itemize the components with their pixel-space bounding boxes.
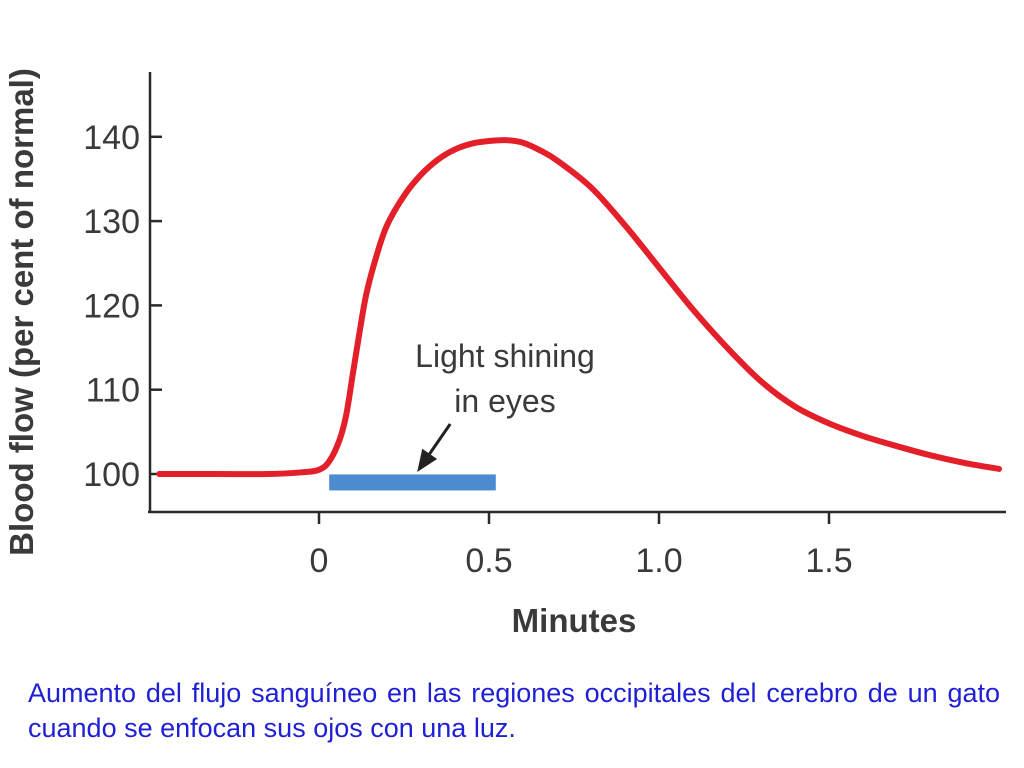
x-tick-label: 0: [310, 542, 329, 580]
y-tick-label: 130: [83, 203, 140, 241]
y-tick-label: 110: [86, 372, 140, 410]
y-axis-title: Blood flow (per cent of normal): [3, 68, 40, 556]
x-tick-label: 0.5: [465, 542, 512, 580]
chart-figure: 100 110 120 130 140 0 0.5 1.0 1.5 Light shining…: [3, 68, 1006, 639]
figure-caption: Aumento del flujo sanguíneo en las regio…: [28, 678, 1000, 743]
light-annotation: Light shining in eyes: [329, 338, 595, 491]
chart-plot: 100 110 120 130 140 0 0.5 1.0 1.5 Light shining…: [3, 68, 1006, 639]
arrow-head-icon: [417, 448, 438, 472]
annotation-text-line-2: in eyes: [454, 383, 555, 419]
x-axis-title: Minutes: [512, 602, 637, 639]
x-tick-label: 1.0: [635, 542, 682, 580]
x-tick-label: 1.5: [805, 542, 852, 580]
y-tick-label: 140: [83, 119, 140, 157]
y-tick-label: 120: [83, 287, 140, 325]
light-stimulus-bar: [329, 474, 496, 491]
series-line-blood-flow: [156, 137, 1002, 478]
y-tick-label: 100: [83, 456, 140, 494]
annotation-text-line-1: Light shining: [415, 338, 595, 374]
